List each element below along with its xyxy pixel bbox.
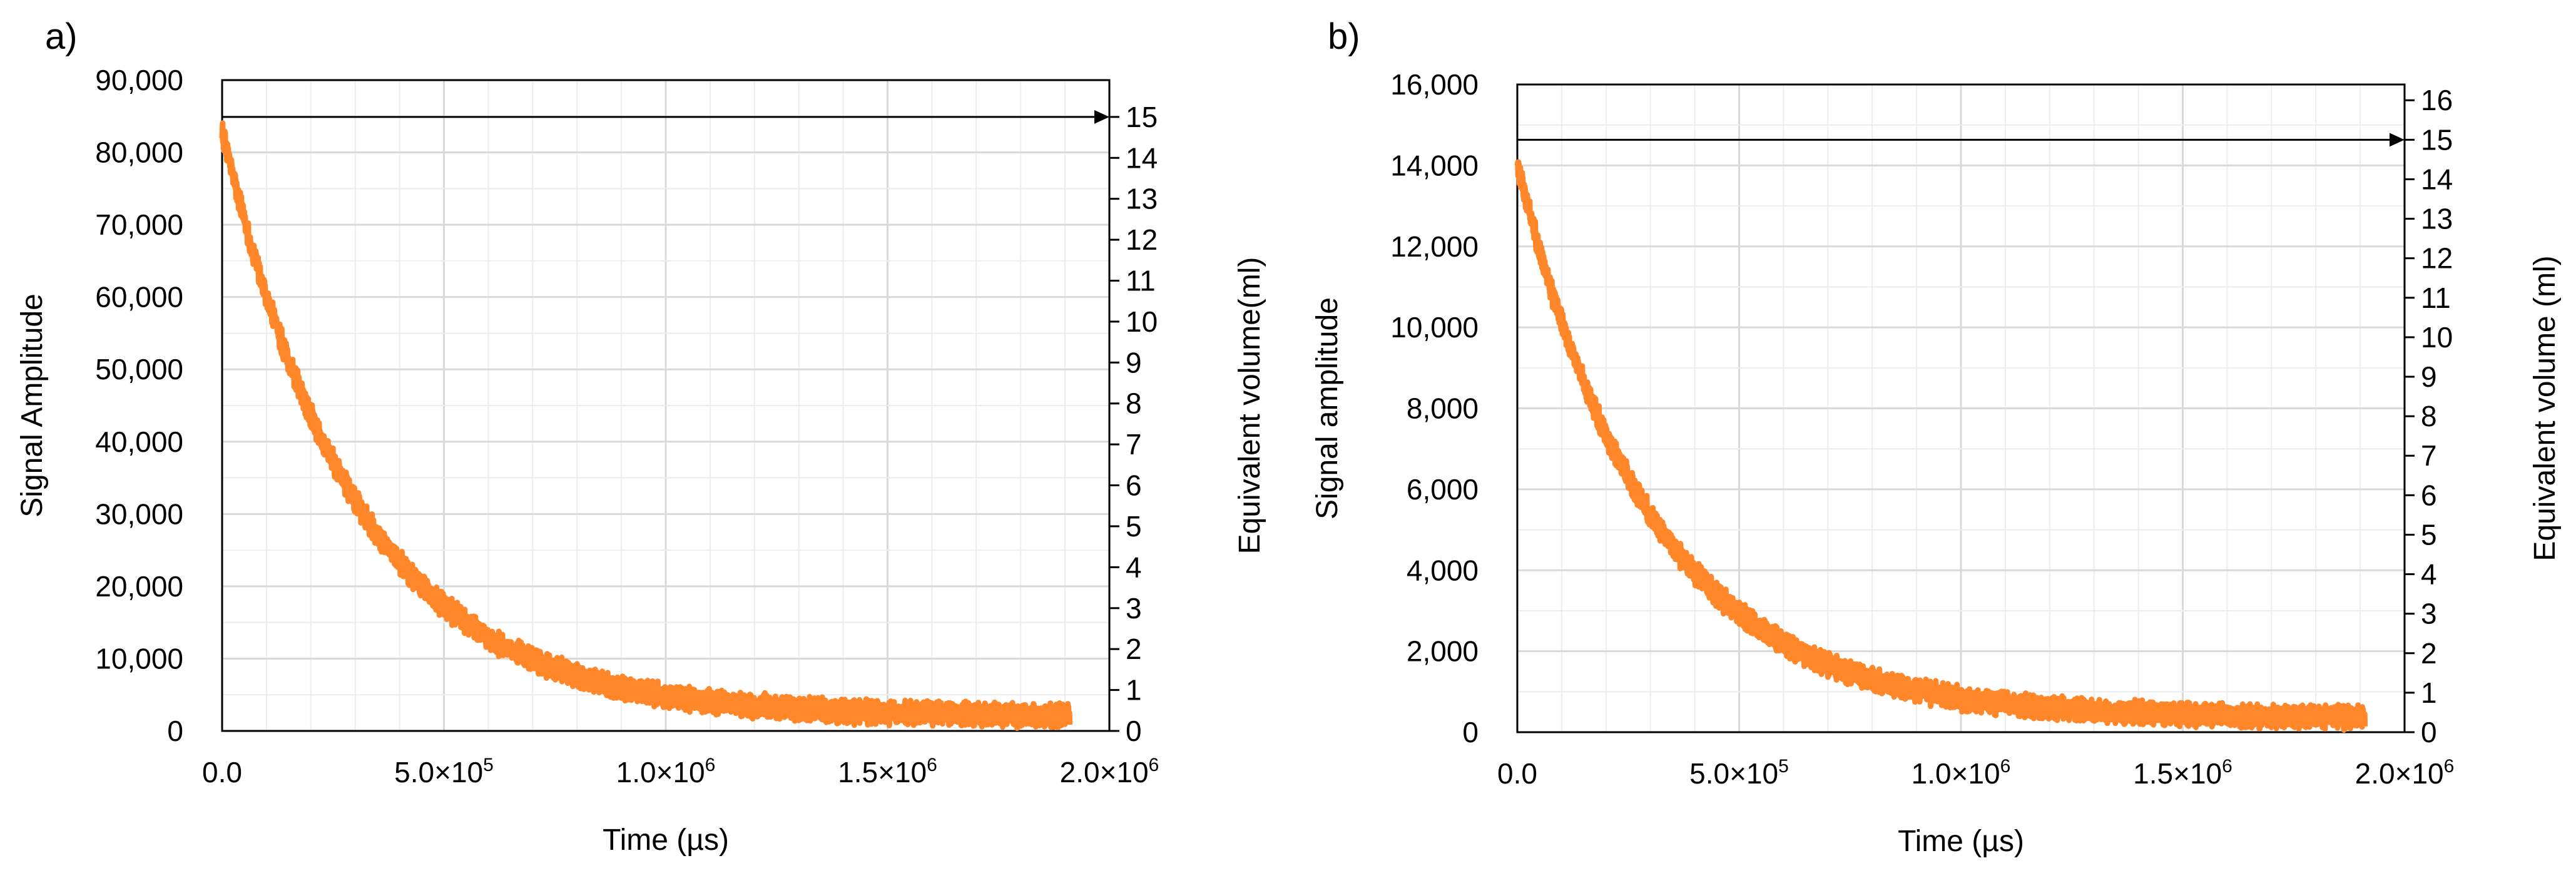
y2-tick-label: 16 [2421,84,2453,116]
y-tick-label: 70,000 [95,208,183,241]
y2-tick-label: 13 [2421,203,2453,235]
y-tick-label: 10,000 [1390,311,1479,344]
y2-tick-label: 14 [2421,163,2453,195]
y2-tick-label: 11 [1126,265,1156,297]
y2-tick-label: 10 [1126,305,1158,338]
y2-tick-label: 6 [1126,469,1142,502]
y-tick-label: 80,000 [95,136,183,169]
y-tick-label: 6,000 [1407,473,1479,506]
y-tick-label: 2,000 [1407,635,1479,668]
y2-tick-label: 7 [2421,439,2437,472]
y2-tick-label: 4 [1126,551,1142,583]
y2-tick-label: 14 [1126,141,1158,174]
panel-label: a) [45,16,78,57]
y2-tick-label: 3 [2421,598,2437,630]
x-tick-label: 1.5×106 [2133,756,2232,790]
y-tick-label: 40,000 [95,426,183,458]
y2-tick-label: 8 [1126,387,1142,420]
chart-panel-b: b) 0 2,000 4,000 6,000 8,000 10,000 12,000 14,00… [1311,16,2562,858]
y-tick-label: 90,000 [95,64,183,96]
y-tick-label: 50,000 [95,353,183,385]
chart-panel-a: a) 0 10,000 20,000 30,000 40,000 50,000 60,000 7… [16,16,1266,857]
y2-tick-label: 11 [2421,282,2451,314]
y2-tick-label: 2 [1126,633,1142,665]
x-tick-label: 2.0×106 [1060,755,1159,789]
x-tick-label: 5.0×105 [1689,756,1789,790]
y2-tick-label: 13 [1126,183,1158,215]
grid [221,79,1111,732]
y-axis-title: Signal Amplitude [16,293,49,518]
panel-label: b) [1328,16,1360,57]
y2-axis-title: Equivalent volume (ml) [2528,255,2562,561]
y2-tick-label: 10 [2421,321,2453,354]
y2-tick-label: 9 [1126,346,1142,379]
x-tick-label: 1.5×106 [838,755,937,789]
y2-axis-title: Equivalent volume(ml) [1233,257,1266,554]
y2-tick-label: 12 [1126,223,1158,256]
x-tick-label: 2.0×106 [2355,756,2455,790]
y2-tick-label: 5 [2421,518,2437,551]
y2-tick-label: 9 [2421,360,2437,393]
reference-arrowhead [2390,133,2405,147]
y-tick-label: 60,000 [95,281,183,314]
x-tick-label: 0.0 [1497,757,1537,790]
series-line-signal [219,120,1073,732]
y-tick-label: 8,000 [1407,392,1479,425]
y-tick-label: 20,000 [95,570,183,603]
y-tick-label: 0 [167,715,183,747]
y-tick-label: 30,000 [95,498,183,530]
y2-tick-label: 15 [2421,123,2453,156]
y2-tick-label: 6 [2421,479,2437,511]
y-tick-label: 16,000 [1390,68,1479,101]
plot-frame [221,79,1111,732]
x-tick-label: 1.0×106 [616,755,716,789]
y2-tick-label: 0 [1126,715,1142,747]
y2-tick-label: 4 [2421,558,2437,591]
y2-tick-label: 8 [2421,400,2437,432]
x-tick-label: 0.0 [202,756,242,789]
y-tick-label: 14,000 [1390,149,1479,181]
plot-frame [1516,83,2406,733]
y-tick-label: 0 [1462,716,1479,748]
y2-tick-label: 0 [2421,716,2437,748]
grid [1516,83,2406,733]
x-tick-label: 5.0×105 [394,755,494,789]
y2-tick-label: 5 [1126,510,1142,543]
series-line-signal [1514,159,2368,733]
y-tick-label: 4,000 [1407,554,1479,586]
x-axis-title: Time (µs) [1898,825,2024,858]
y-axis-title: Signal amplitude [1311,297,1344,519]
y2-tick-label: 3 [1126,592,1142,625]
y2-tick-label: 15 [1126,101,1158,133]
y-tick-label: 12,000 [1390,230,1479,263]
y2-tick-label: 2 [2421,637,2437,670]
reference-arrowhead [1094,110,1109,124]
y2-tick-label: 1 [2421,676,2437,709]
y2-tick-label: 12 [2421,242,2453,275]
y2-tick-label: 7 [1126,428,1142,461]
y2-tick-label: 1 [1126,674,1142,707]
x-axis-title: Time (µs) [603,824,729,857]
y-tick-label: 10,000 [95,642,183,675]
x-tick-label: 1.0×106 [1912,756,2011,790]
